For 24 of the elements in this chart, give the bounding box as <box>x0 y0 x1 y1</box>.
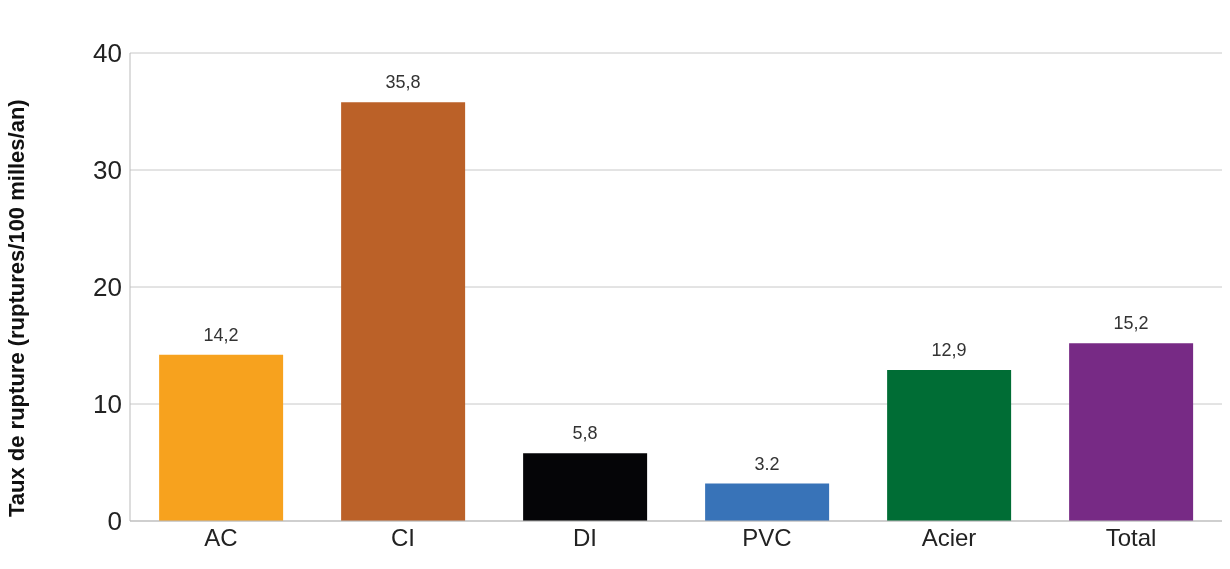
x-tick-label: Acier <box>921 524 977 552</box>
data-label: 12,9 <box>931 340 967 361</box>
y-tick-label: 10 <box>93 389 122 420</box>
y-tick-label: 0 <box>107 506 122 537</box>
y-tick-label: 40 <box>93 38 122 69</box>
data-label: 3.2 <box>754 453 780 474</box>
data-label: 15,2 <box>1113 313 1149 334</box>
bar <box>1069 343 1194 521</box>
data-label: 14,2 <box>203 324 239 345</box>
data-label: 35,8 <box>385 72 421 93</box>
x-tick-label: DI <box>573 524 597 552</box>
bar <box>341 102 466 521</box>
bar <box>159 354 284 521</box>
bar <box>705 483 830 521</box>
x-tick-label: CI <box>391 524 415 552</box>
data-label: 5,8 <box>572 423 598 444</box>
y-axis-title: Taux de rupture (ruptures/100 milles/an) <box>3 99 29 517</box>
y-tick-label: 20 <box>93 272 122 303</box>
x-tick-label: PVC <box>742 524 792 552</box>
x-tick-label: AC <box>204 524 238 552</box>
bar <box>887 370 1012 521</box>
x-tick-label: Total <box>1105 524 1157 552</box>
bar <box>523 453 648 521</box>
y-tick-label: 30 <box>93 155 122 186</box>
